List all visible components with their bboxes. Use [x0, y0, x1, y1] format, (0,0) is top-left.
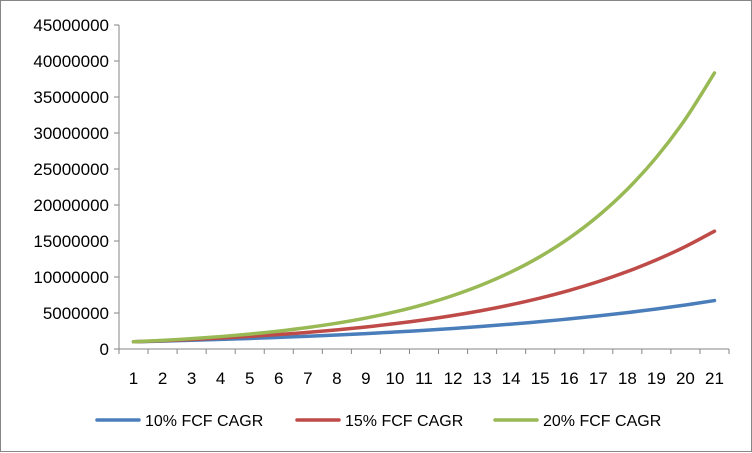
x-tick-label: 21: [705, 369, 724, 388]
x-tick-label: 5: [245, 369, 254, 388]
x-tick-label: 9: [361, 369, 370, 388]
y-tick-label: 35000000: [33, 88, 109, 107]
x-tick-label: 18: [618, 369, 637, 388]
x-tick-label: 3: [187, 369, 196, 388]
y-tick-label: 20000000: [33, 196, 109, 215]
x-tick-label: 2: [158, 369, 167, 388]
x-tick-label: 6: [274, 369, 283, 388]
legend-label: 10% FCF CAGR: [145, 413, 263, 430]
y-tick-label: 15000000: [33, 232, 109, 251]
y-tick-label: 5000000: [43, 304, 109, 323]
y-tick-label: 45000000: [33, 16, 109, 35]
x-tick-label: 11: [415, 369, 433, 388]
legend-label: 15% FCF CAGR: [345, 413, 463, 430]
x-tick-label: 1: [129, 369, 138, 388]
y-tick-label: 40000000: [33, 52, 109, 71]
series-line-2: [131, 229, 717, 344]
legend-label: 20% FCF CAGR: [543, 413, 661, 430]
y-tick-label: 10000000: [33, 268, 109, 287]
x-tick-label: 7: [303, 369, 312, 388]
x-tick-label: 8: [332, 369, 341, 388]
x-tick-label: 17: [589, 369, 608, 388]
x-tick-label: 4: [216, 369, 225, 388]
legend: 10% FCF CAGR 15% FCF CAGR 20% FCF CAGR: [95, 413, 661, 430]
x-tick-label: 12: [444, 369, 463, 388]
x-tick-label: 16: [560, 369, 579, 388]
series-lines: [131, 71, 717, 344]
x-tick-label: 15: [531, 369, 550, 388]
y-tick-label: 25000000: [33, 160, 109, 179]
y-tick-label: 0: [100, 340, 109, 359]
x-tick-label: 20: [676, 369, 695, 388]
x-tick-label: 10: [385, 369, 404, 388]
x-tick-label: 19: [647, 369, 666, 388]
y-axis-ticks: 0 5000000 10000000 15000000 20000000 25000000…: [33, 16, 119, 359]
y-tick-label: 30000000: [33, 124, 109, 143]
series-line-3: [131, 71, 717, 344]
x-axis-ticks: 1 2 3 4 5 6 7 8 9 10 11 12 13 14 15 16 17 18 19 20 21: [118, 349, 730, 388]
x-tick-label: 14: [502, 369, 521, 388]
x-tick-label: 13: [473, 369, 492, 388]
